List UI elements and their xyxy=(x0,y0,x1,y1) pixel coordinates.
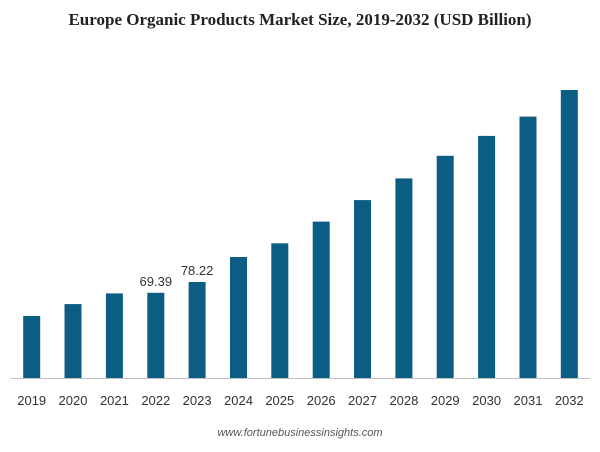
x-tick-label: 2029 xyxy=(431,393,460,408)
bar-2029 xyxy=(436,155,454,378)
bar-2019 xyxy=(23,316,41,378)
x-tick-label: 2030 xyxy=(472,393,501,408)
x-tick-label: 2028 xyxy=(389,393,418,408)
x-tick-label: 2025 xyxy=(265,393,294,408)
x-tick-label: 2019 xyxy=(17,393,46,408)
source-credit: www.fortunebusinessinsights.com xyxy=(217,427,383,439)
data-label: 78.22 xyxy=(181,263,214,278)
bar-2032 xyxy=(560,90,578,378)
bar-2031 xyxy=(519,116,537,378)
bar-2030 xyxy=(478,135,496,378)
bar-2023 xyxy=(188,282,206,378)
x-tick-label: 2027 xyxy=(348,393,377,408)
x-tick-label: 2026 xyxy=(307,393,336,408)
x-tick-label: 2024 xyxy=(224,393,253,408)
bar-2025 xyxy=(271,243,289,378)
chart-title: Europe Organic Products Market Size, 201… xyxy=(68,10,532,29)
bar-2020 xyxy=(64,304,82,378)
x-tick-label: 2020 xyxy=(59,393,88,408)
bar-2028 xyxy=(395,178,413,378)
bar-2026 xyxy=(312,221,330,378)
bar-2022 xyxy=(147,292,165,378)
x-tick-label: 2032 xyxy=(555,393,584,408)
x-tick-label: 2031 xyxy=(514,393,543,408)
bar-2021 xyxy=(105,293,123,378)
bar-2027 xyxy=(354,200,371,378)
x-tick-label: 2022 xyxy=(141,393,170,408)
x-tick-label: 2021 xyxy=(100,393,129,408)
bar-2024 xyxy=(230,257,247,378)
data-label: 69.39 xyxy=(140,274,173,289)
x-tick-label: 2023 xyxy=(183,393,212,408)
